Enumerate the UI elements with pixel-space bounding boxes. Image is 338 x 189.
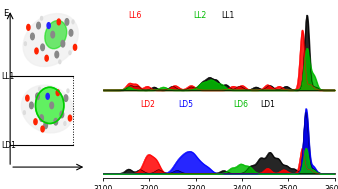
Circle shape [23, 111, 25, 115]
Circle shape [35, 48, 38, 54]
Circle shape [50, 102, 53, 109]
Circle shape [69, 51, 71, 55]
Text: LD5: LD5 [178, 100, 193, 109]
Circle shape [39, 87, 41, 91]
Circle shape [72, 20, 74, 24]
Circle shape [47, 23, 50, 29]
Circle shape [65, 19, 69, 25]
Ellipse shape [23, 14, 78, 67]
Circle shape [68, 115, 72, 121]
Circle shape [24, 42, 26, 46]
Text: LL1: LL1 [1, 72, 14, 81]
Circle shape [51, 31, 54, 38]
Text: LD6: LD6 [233, 100, 248, 109]
Circle shape [57, 19, 61, 25]
Text: E: E [3, 9, 8, 18]
Circle shape [37, 22, 40, 29]
Circle shape [44, 122, 47, 129]
Circle shape [34, 119, 37, 125]
Circle shape [64, 122, 66, 125]
Circle shape [55, 51, 58, 58]
Circle shape [27, 24, 30, 30]
Circle shape [69, 29, 73, 36]
Text: LD1: LD1 [260, 100, 275, 109]
Circle shape [59, 60, 61, 64]
Circle shape [61, 40, 65, 47]
Circle shape [30, 102, 33, 109]
Circle shape [64, 95, 68, 101]
Text: LL2: LL2 [194, 11, 207, 20]
Text: LL6: LL6 [128, 11, 141, 20]
Text: LL1: LL1 [221, 11, 235, 20]
Ellipse shape [21, 85, 74, 133]
Ellipse shape [35, 87, 64, 124]
Circle shape [31, 33, 34, 40]
Text: LD2: LD2 [141, 100, 155, 109]
Circle shape [46, 93, 49, 99]
Circle shape [26, 95, 29, 101]
Circle shape [73, 44, 77, 50]
Circle shape [41, 126, 44, 132]
Circle shape [60, 111, 64, 118]
Circle shape [45, 55, 48, 61]
Circle shape [67, 89, 69, 93]
Circle shape [40, 115, 43, 121]
Circle shape [56, 90, 59, 96]
Circle shape [36, 93, 39, 100]
Ellipse shape [45, 20, 67, 49]
Circle shape [54, 119, 57, 125]
Text: LD1: LD1 [1, 141, 16, 150]
Circle shape [41, 16, 43, 20]
Circle shape [41, 44, 44, 51]
